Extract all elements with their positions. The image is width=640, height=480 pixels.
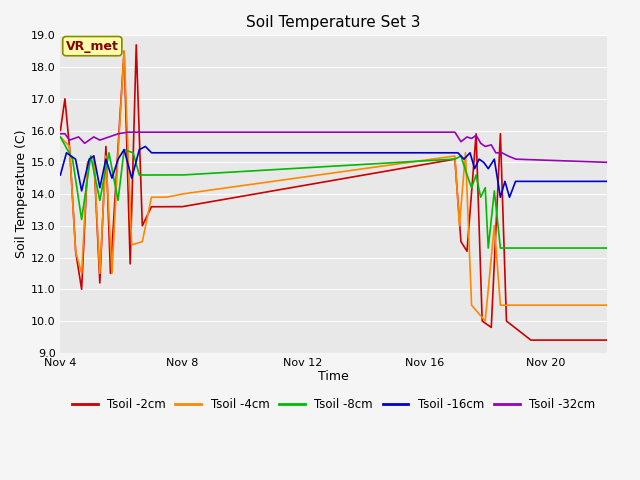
Title: Soil Temperature Set 3: Soil Temperature Set 3	[246, 15, 420, 30]
X-axis label: Time: Time	[318, 371, 349, 384]
Legend: Tsoil -2cm, Tsoil -4cm, Tsoil -8cm, Tsoil -16cm, Tsoil -32cm: Tsoil -2cm, Tsoil -4cm, Tsoil -8cm, Tsoi…	[67, 394, 600, 416]
Y-axis label: Soil Temperature (C): Soil Temperature (C)	[15, 130, 28, 258]
Text: VR_met: VR_met	[66, 40, 119, 53]
